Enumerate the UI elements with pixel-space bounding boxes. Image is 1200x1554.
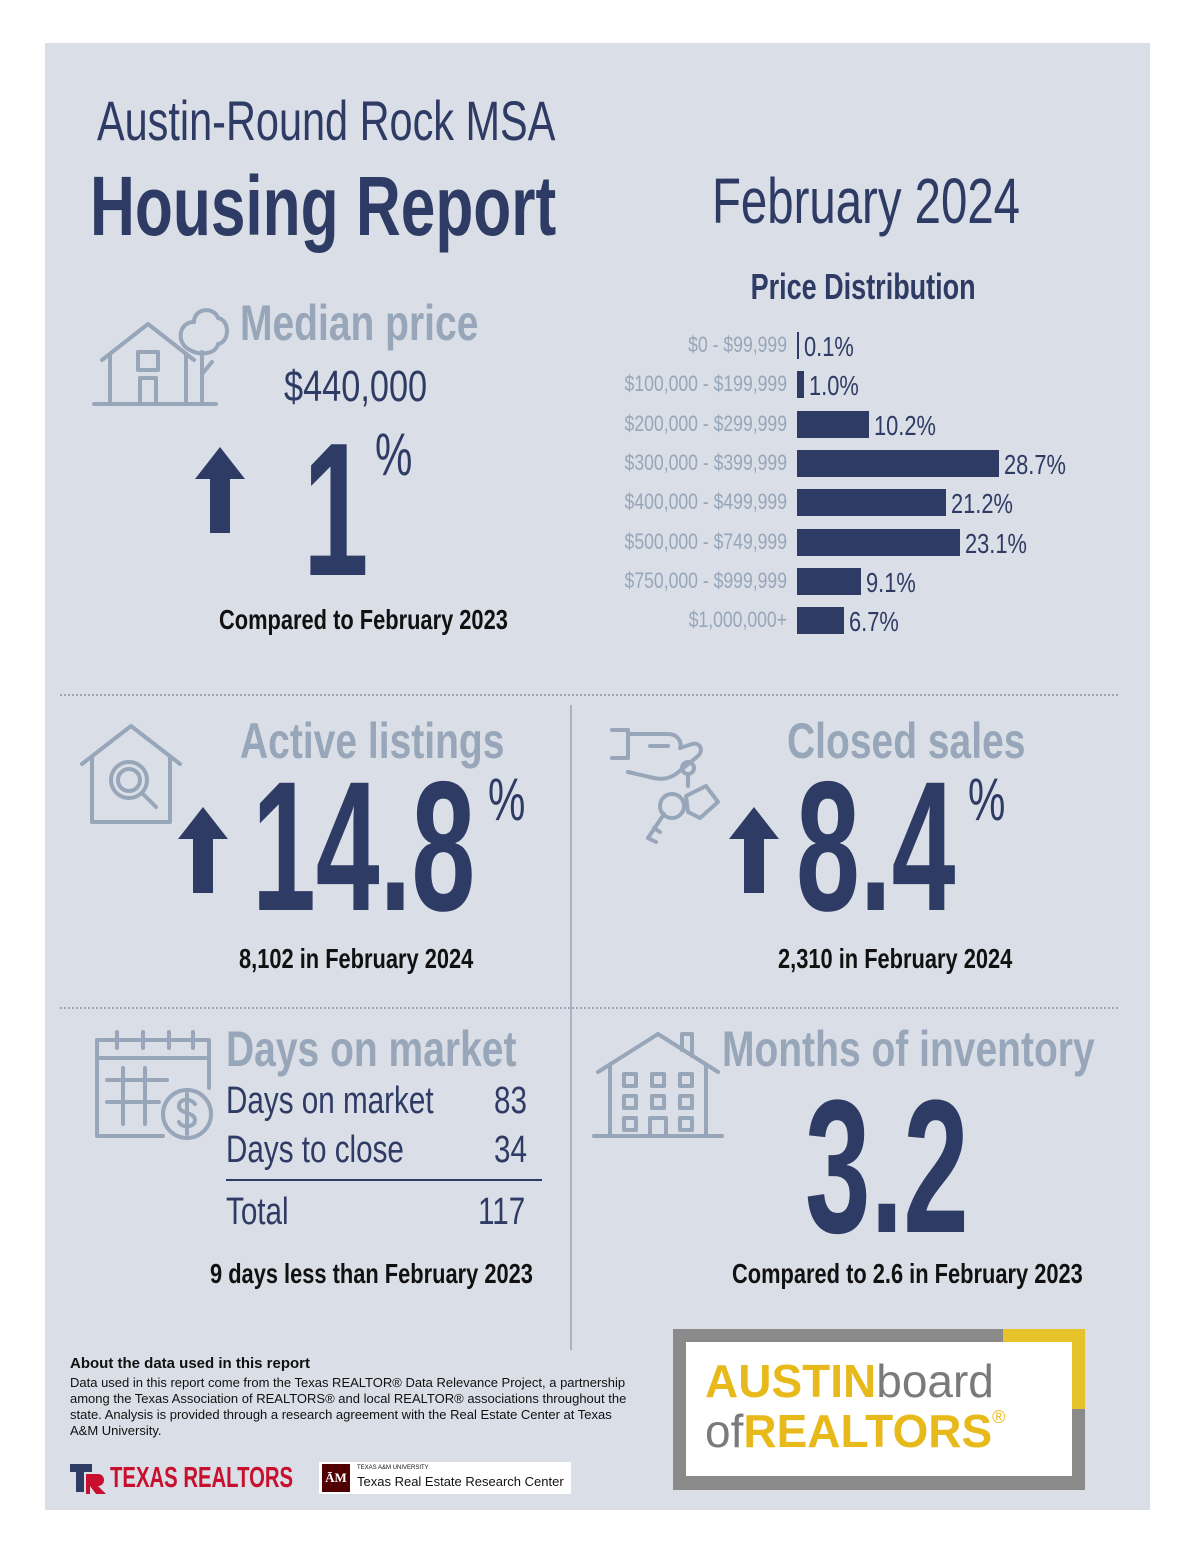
abor-of: of [705,1405,744,1457]
price-range-label: $300,000 - $399,999 [624,449,787,475]
about-heading: About the data used in this report [70,1355,311,1372]
price-bar [797,449,999,477]
house-tree-icon [92,308,229,406]
price-range-label: $1,000,000+ [688,607,787,633]
tamu-center-text: Texas Real Estate Research Center [357,1474,564,1489]
region-subtitle: Austin-Round Rock MSA [97,89,556,152]
total-rule [226,1179,542,1181]
about-body: Data used in this report come from the T… [70,1375,627,1438]
total-value: 117 [478,1191,526,1233]
arrow-up-icon [195,447,245,533]
closed-sales-caption: 2,310 in February 2024 [778,943,1013,974]
active-listings-percent: % [488,766,526,833]
dom-row-value: 83 [494,1080,527,1122]
closed-sales-title: Closed sales [787,713,1026,769]
report-panel [45,43,1150,1510]
price-range-label: $750,000 - $999,999 [624,567,787,593]
abor-austin: AUSTIN [705,1355,877,1407]
report-date: February 2024 [712,165,1021,237]
calendar-dollar-icon [95,1030,213,1140]
abor-logo [686,1342,1072,1476]
median-price-percent: % [375,421,413,488]
closed-sales-percent: % [968,766,1006,833]
total-label: Total [226,1191,289,1233]
price-distribution-chart: $0 - $99,999 0.1% $100,000 - $199,999 1.0% $… [0,0,1066,637]
price-bar-value: 23.1% [964,527,1027,559]
report-title: Housing Report [90,159,557,253]
price-range-label: $500,000 - $749,999 [624,528,787,554]
arrow-up-icon [178,807,228,893]
price-bar [797,607,845,635]
price-bar-value: 9.1% [866,566,916,598]
hand-keys-icon [610,728,720,844]
price-distribution-title: Price Distribution [750,266,976,307]
price-bar [797,410,869,438]
median-price-title: Median price [240,295,479,351]
house-search-icon [80,724,182,824]
days-on-market-title: Days on market [226,1021,517,1077]
active-listings-caption: 8,102 in February 2024 [239,943,474,974]
active-listings-change: 14.8 [252,744,476,950]
price-bar-value: 10.2% [873,409,936,441]
abor-logo-line1: AUSTINboard [705,1358,994,1404]
months-inventory-value: 3.2 [805,1061,969,1273]
price-bar [797,371,805,399]
abor-realtors: REALTORS [743,1405,993,1457]
price-bar-value: 1.0% [809,370,859,402]
texas-realtors-logo-icon [70,1464,106,1494]
dtc-row-label: Days to close [226,1129,404,1171]
price-range-label: $400,000 - $499,999 [624,489,787,515]
active-listings-title: Active listings [240,713,505,769]
price-range-label: $100,000 - $199,999 [624,371,787,397]
price-bar [797,489,947,517]
abor-registered: ® [992,1407,1006,1427]
tamu-logo-icon: ĀM [322,1464,350,1492]
price-bar [797,567,862,595]
dtc-row-value: 34 [494,1129,527,1171]
months-inventory-title: Months of inventory [722,1021,1095,1077]
price-bar-value: 28.7% [1004,448,1066,480]
tamu-small-text: TEXAS A&M UNIVERSITY [357,1465,429,1471]
divider-top [60,694,1118,696]
abor-logo-line2: ofREALTORS® [705,1408,1005,1454]
apartment-building-icon [592,1032,724,1138]
median-price-value: $440,000 [284,362,428,411]
divider-middle [60,1007,1118,1009]
price-bar-value: 0.1% [804,331,854,362]
price-bar-value: 6.7% [849,606,899,638]
median-price-caption: Compared to February 2023 [219,604,508,635]
days-on-market-caption: 9 days less than February 2023 [210,1258,533,1289]
dom-row-label: Days on market [226,1080,434,1122]
arrow-up-icon [729,807,779,893]
closed-sales-change: 8.4 [796,744,956,950]
price-bar [797,332,799,359]
tamu-logo [319,1462,571,1494]
divider-vertical [570,705,572,1350]
abor-board: board [876,1355,994,1407]
months-inventory-caption: Compared to 2.6 in February 2023 [732,1258,1083,1289]
price-range-label: $200,000 - $299,999 [624,410,787,436]
texas-realtors-logo-text: TEXAS REALTORS [110,1462,294,1494]
price-range-label: $0 - $99,999 [688,332,787,357]
price-bar [797,528,960,556]
median-price-change: 1 [303,404,369,616]
price-bar-value: 21.2% [951,488,1014,520]
